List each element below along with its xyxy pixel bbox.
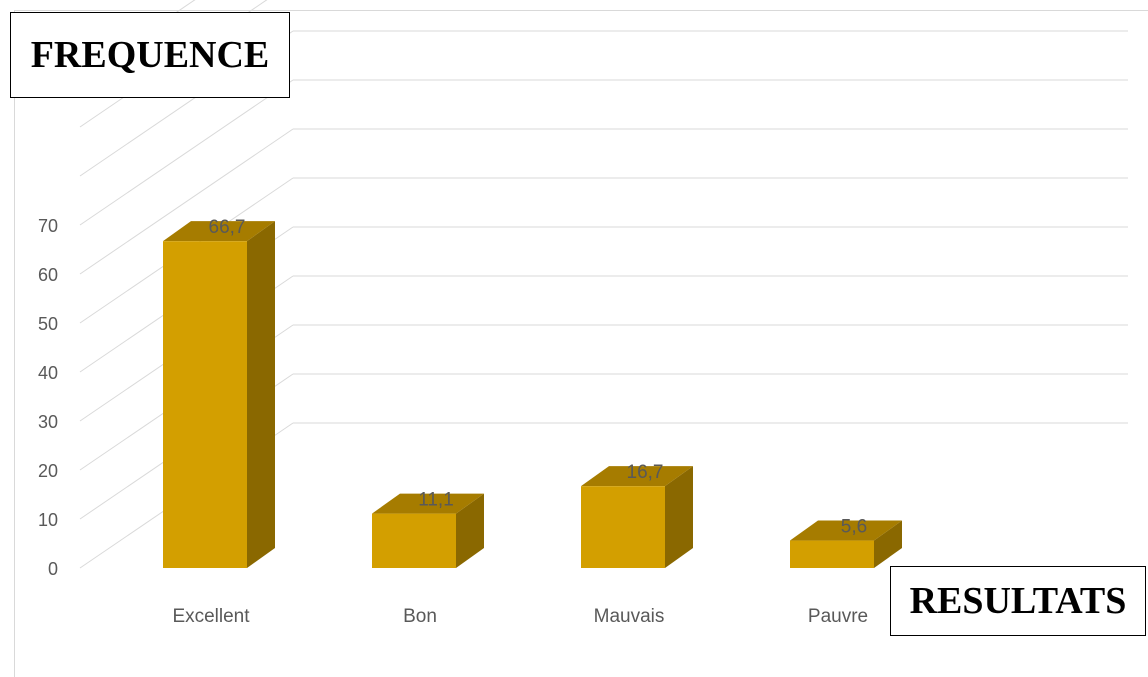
x-tick-label: Excellent [172,606,250,627]
y-tick-label: 20 [38,461,58,481]
gridline-depth [79,79,294,226]
y-tick-label: 10 [38,510,58,530]
bar [581,486,665,568]
bar-top [372,493,484,514]
bar-side [665,466,693,568]
data-label: 5,6 [841,517,867,538]
y-tick-label: 0 [48,559,58,579]
x-tick-label: Pauvre [808,606,868,627]
bar [372,513,456,568]
data-label: 11,1 [418,490,454,511]
y-tick-label: 50 [38,314,58,334]
y-tick-label: 60 [38,265,58,285]
bar-top [790,520,902,541]
y-axis-title: FREQUENCE [10,12,290,98]
y-tick-label: 70 [38,216,58,236]
x-tick-label: Bon [403,606,437,627]
chart-frame-left-border [14,10,15,677]
bar-side [456,493,484,568]
y-tick-label: 40 [38,363,58,383]
x-tick-label: Mauvais [594,606,665,627]
gridline-depth [79,128,294,275]
bar [790,540,874,568]
y-tick-label: 30 [38,412,58,432]
bar-top [163,221,275,242]
data-label: 16,7 [627,462,664,483]
chart-frame-top-border [14,10,1148,11]
x-axis-title: RESULTATS [890,566,1146,636]
bar [163,241,247,569]
data-label: 66,7 [209,217,246,238]
bar-side [874,520,902,568]
bar-side [247,221,275,569]
bar-top [581,466,693,487]
